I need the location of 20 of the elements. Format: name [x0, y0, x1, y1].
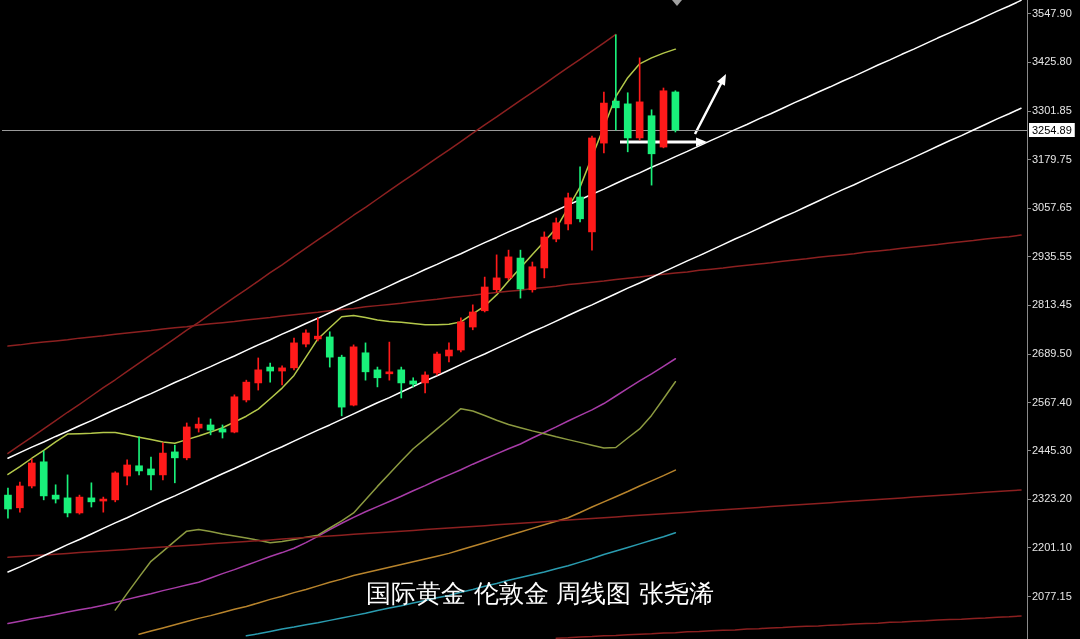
candlestick	[266, 362, 274, 383]
candlestick	[314, 317, 322, 342]
y-tick-label: 2567.40	[1032, 395, 1072, 408]
ref-line-label: 3254.89	[1032, 123, 1072, 136]
y-tick-label: 3425.80	[1032, 55, 1072, 68]
candlestick	[147, 456, 155, 491]
y-tick-label: 2813.45	[1032, 298, 1072, 311]
y-tick-label: 2445.30	[1032, 444, 1072, 457]
y-tick-label: 2323.20	[1032, 492, 1072, 505]
y-tick-label: 2201.10	[1032, 540, 1072, 553]
candlestick	[170, 444, 179, 484]
y-tick-label: 2077.15	[1032, 589, 1072, 602]
y-tick-label: 3547.90	[1032, 6, 1072, 19]
y-tick-label: 2689.50	[1032, 347, 1072, 360]
y-tick-label: 3057.65	[1032, 201, 1072, 214]
candlestick	[611, 34, 620, 131]
y-tick-label: 3179.75	[1032, 152, 1072, 165]
y-tick-label: 3301.85	[1032, 104, 1072, 117]
candlestick	[135, 436, 143, 476]
y-tick-label: 2935.55	[1032, 249, 1072, 262]
